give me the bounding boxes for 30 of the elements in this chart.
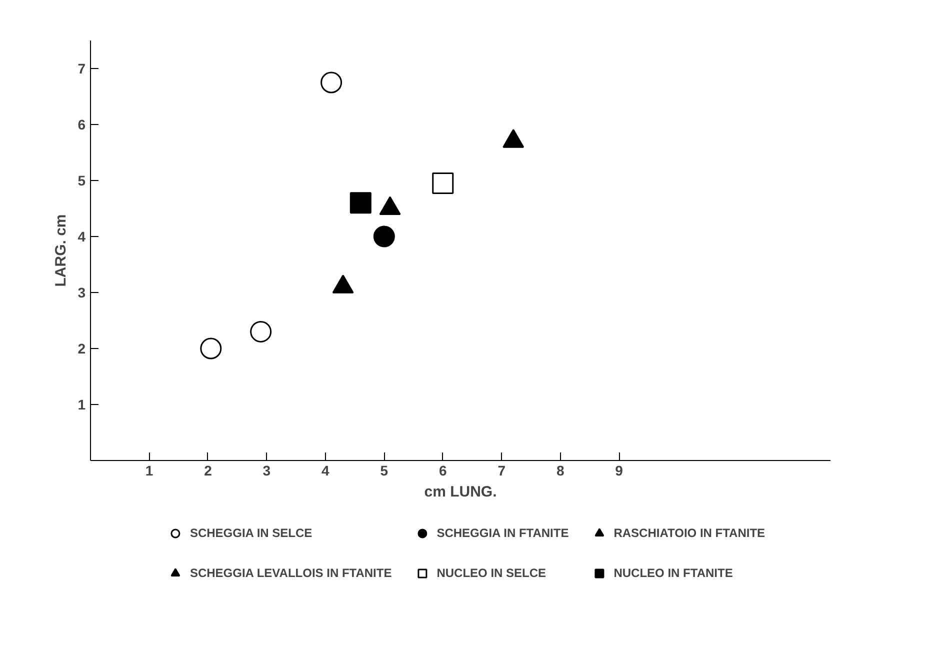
legend-label: SCHEGGIA IN SELCE [190, 526, 312, 540]
x-tick-label: 5 [380, 462, 388, 478]
point [320, 72, 342, 94]
x-tick-label: 9 [615, 462, 624, 478]
point [373, 226, 395, 248]
y-tick-label: 7 [78, 60, 86, 76]
point [350, 192, 372, 214]
legend-label: NUCLEO IN FTANITE [614, 566, 733, 580]
y-tick-label: 4 [78, 228, 86, 244]
x-tick-label: 6 [438, 462, 447, 478]
y-tick-label: 2 [78, 340, 86, 356]
legend-label: SCHEGGIA IN FTANITE [436, 526, 569, 540]
x-tick-label: 1 [145, 462, 154, 478]
y-tick-label: 1 [78, 396, 86, 412]
x-tick-label: 8 [556, 462, 564, 478]
y-axis-title: LARG. cm [52, 214, 70, 287]
y-tick-label: 6 [78, 116, 86, 132]
legend-label: SCHEGGIA LEVALLOIS IN FTANITE [190, 566, 392, 580]
point [250, 320, 272, 342]
point [200, 338, 222, 360]
y-tick-label: 3 [78, 284, 86, 300]
x-tick-label: 4 [322, 462, 330, 478]
legend-label: NUCLEO IN SELCE [436, 566, 546, 580]
legend-label: RASCHIATOIO IN FTANITE [614, 526, 766, 540]
x-tick-label: 2 [204, 462, 212, 478]
y-tick-label: 5 [78, 172, 86, 188]
x-tick-label: 7 [498, 462, 506, 478]
point [432, 172, 454, 194]
x-tick-label: 3 [262, 462, 271, 478]
x-axis-title: cm LUNG. [424, 484, 497, 500]
